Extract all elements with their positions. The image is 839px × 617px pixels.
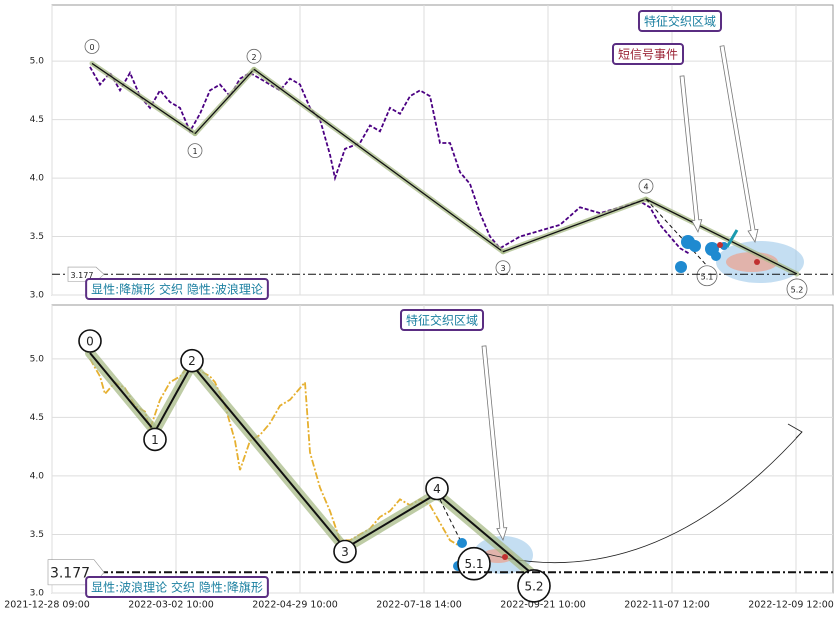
wave-point	[638, 178, 654, 194]
wave-point	[517, 569, 551, 603]
annotation-box	[85, 278, 269, 300]
wave-point	[457, 546, 491, 581]
wave-point	[246, 48, 262, 64]
arrow	[719, 45, 759, 244]
y-tick-label: 3.0	[30, 589, 45, 599]
wave-point	[425, 476, 449, 501]
level-label: 3.177	[71, 271, 94, 280]
annotation-text: 显性:降旗形 交织 隐性:波浪理论	[91, 282, 263, 297]
x-tick-label: 2022-07-18 14:00	[376, 600, 462, 611]
wave-segment	[645, 198, 708, 267]
wave-segment	[344, 492, 438, 550]
wave-label: 3	[341, 545, 349, 559]
wave-point	[143, 427, 167, 452]
wave-label: 2	[188, 354, 196, 368]
y-tick-label: 3.5	[30, 232, 44, 242]
signal-dot	[457, 538, 467, 548]
plot-area	[51, 4, 834, 296]
wave-label: 2	[251, 53, 256, 62]
wave-label: 1	[192, 147, 197, 156]
annotation-text: 显性:波浪理论 交织 隐性:降旗形	[91, 580, 263, 595]
x-tick-label: 2022-04-29 10:00	[252, 600, 338, 611]
annotation-box	[85, 576, 269, 598]
wave-segment	[91, 62, 196, 135]
wave-point	[84, 39, 100, 54]
level-label: 3.177	[50, 565, 90, 581]
wave-label: 4	[433, 482, 441, 496]
annotation-text: 特征交织区域	[644, 14, 716, 29]
wave-point	[187, 143, 203, 159]
wave-label: 0	[89, 43, 94, 52]
wave-point	[333, 539, 357, 564]
wave-label: 5.2	[791, 285, 804, 294]
signal-red	[754, 259, 760, 265]
signal-red	[717, 242, 723, 248]
y-tick-label: 5.0	[30, 57, 45, 67]
signal-red	[502, 554, 508, 560]
annotation-box	[611, 43, 685, 65]
arrow	[481, 345, 508, 542]
wave-segment	[191, 364, 346, 550]
x-tick-label: 2022-09-21 10:00	[500, 600, 586, 611]
wave-label: 3	[500, 264, 505, 273]
signal-dot	[711, 251, 721, 261]
wave-point	[78, 329, 102, 353]
wave-label: 5.1	[701, 272, 714, 281]
y-tick-label: 3.0	[30, 291, 45, 301]
wave-segment	[436, 492, 531, 573]
annotation-box	[637, 10, 723, 32]
projection-curve	[479, 431, 803, 563]
wave-point	[696, 265, 718, 287]
y-tick-label: 4.5	[30, 413, 44, 423]
y-tick-label: 4.0	[30, 174, 45, 184]
signal-dot	[675, 261, 687, 273]
wave-label: 0	[86, 335, 94, 349]
wave-segment	[194, 68, 255, 135]
y-tick-label: 3.5	[30, 530, 44, 540]
wave-segment	[154, 364, 193, 432]
signal-stick	[725, 229, 739, 248]
annotation-text: 特征交织区域	[406, 313, 478, 328]
wave-segment	[645, 198, 798, 275]
x-tick-label: 2022-12-09 12:00	[748, 600, 834, 611]
y-tick-label: 5.0	[30, 354, 45, 364]
y-tick-label: 4.5	[30, 115, 44, 125]
wave-label: 4	[643, 183, 648, 192]
annotation-box	[399, 309, 485, 331]
wave-point	[180, 348, 204, 373]
wave-segment	[253, 68, 504, 253]
arrow	[679, 75, 703, 234]
plot-area	[51, 304, 834, 594]
annotation-text: 短信号事件	[618, 48, 678, 62]
y-tick-label: 4.0	[30, 471, 45, 481]
x-tick-label: 2022-03-02 10:00	[128, 600, 214, 611]
x-tick-label: 2022-11-07 12:00	[624, 600, 710, 611]
price-line	[89, 66, 691, 255]
wave-segment	[89, 352, 156, 433]
wave-label: 1	[151, 433, 159, 447]
wave-segment	[502, 198, 647, 253]
x-tick-label: 2021-12-28 09:00	[4, 600, 90, 611]
wave-label: 5.2	[524, 579, 543, 593]
wave-label: 5.1	[464, 557, 483, 571]
level-tag	[67, 266, 105, 282]
signal-dot	[689, 240, 701, 252]
projection-end	[787, 423, 803, 439]
wave-point	[786, 278, 808, 300]
